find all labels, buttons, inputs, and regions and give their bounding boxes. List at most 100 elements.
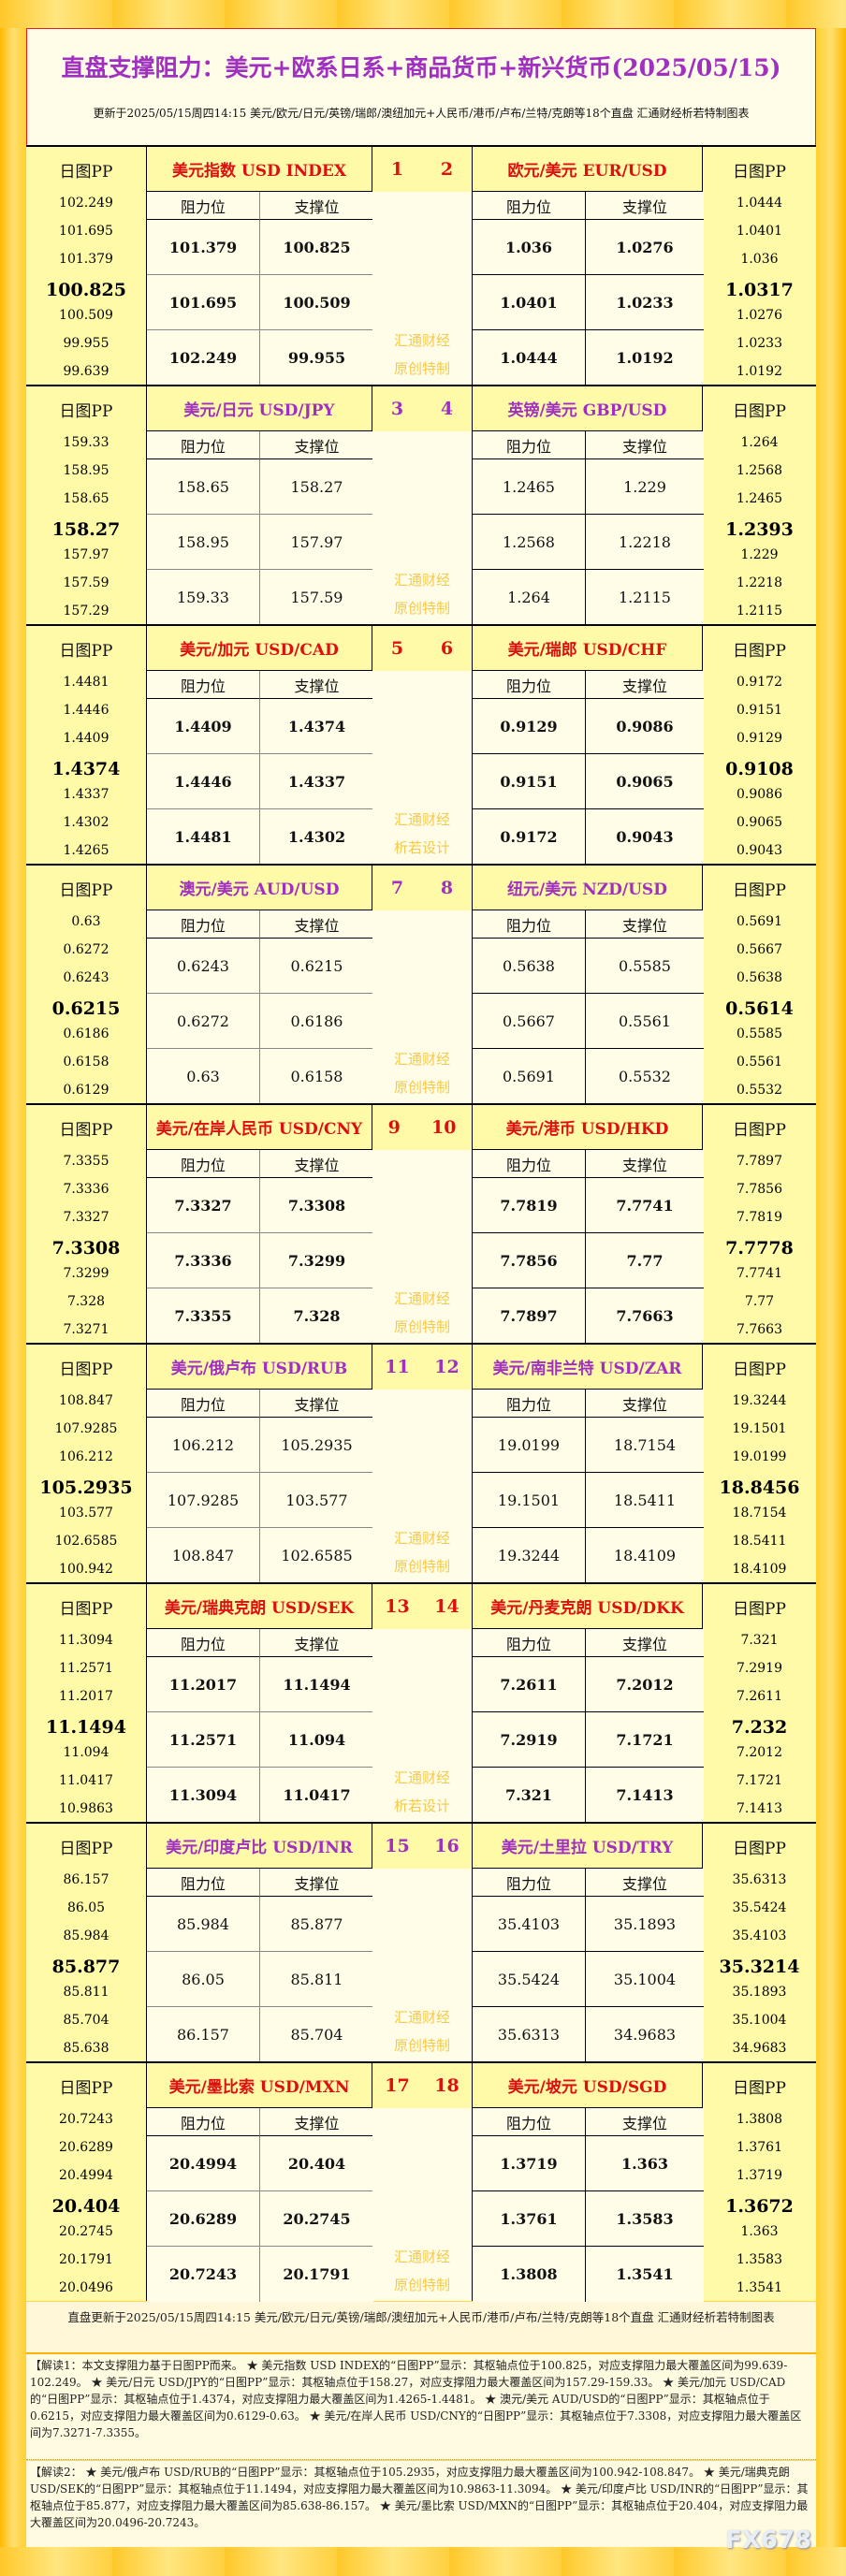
watermark-text: 原创特制: [393, 1558, 450, 1575]
pair-title: 美元/墨比索 USD/MXN: [147, 2063, 372, 2108]
support-value: 1.2115: [586, 570, 704, 625]
block-number: 10: [430, 1117, 457, 1138]
pp-level: 7.3327: [63, 1210, 109, 1225]
resistance-value: 35.6313: [473, 2007, 586, 2062]
resistance-value: 7.2919: [473, 1712, 586, 1768]
pivot-point: 20.404: [51, 2196, 121, 2217]
middle-column: 13 14 汇通财经 析若设计: [372, 1584, 472, 1822]
pp-level: 11.0417: [59, 1773, 113, 1788]
resistance-header: 阻力位: [473, 192, 586, 220]
pair-title: 美元/在岸人民币 USD/CNY: [147, 1105, 372, 1150]
support-value: 1.4337: [260, 754, 373, 809]
resistance-value: 86.157: [147, 2007, 260, 2062]
pp-level: 1.264: [740, 435, 779, 450]
support-value: 34.9683: [586, 2007, 704, 2062]
pp-level: 0.6158: [63, 1055, 109, 1070]
support-value: 11.094: [260, 1712, 373, 1768]
pp-level: 0.9151: [737, 703, 782, 718]
pp-level: 1.363: [740, 2224, 779, 2239]
support-value: 7.7663: [586, 1288, 704, 1344]
pp-column-left: 日图PP 20.7243 20.6289 20.4994 20.404 20.2745 20…: [26, 2063, 146, 2301]
table-right: 英镑/美元 GBP/USD 阻力位 支撑位 1.2465 1.229 1.2568 1.22…: [472, 386, 704, 625]
pair-block: 日图PP 159.33 158.95 158.65 158.27 157.97 157.59…: [26, 385, 816, 625]
pp-level: 7.321: [740, 1633, 779, 1648]
block-numbers: 17 18: [372, 2063, 472, 2108]
watermark-text: 汇通财经: [393, 572, 450, 589]
support-value: 1.363: [586, 2136, 704, 2191]
pair-title: 美元/港币 USD/HKD: [473, 1105, 702, 1150]
pair-title: 美元/丹麦克朗 USD/DKK: [473, 1584, 702, 1629]
resistance-header: 阻力位: [147, 1150, 260, 1178]
pp-level: 19.3244: [732, 1393, 787, 1408]
pp-header: 日图PP: [703, 147, 816, 192]
support-value: 20.2745: [260, 2191, 373, 2247]
pp-level: 18.4109: [732, 1562, 787, 1577]
table-left: 美元/瑞典克朗 USD/SEK 阻力位 支撑位 11.2017 11.1494 11.25…: [146, 1584, 373, 1823]
block-number: 2: [440, 159, 454, 180]
resistance-value: 1.4409: [147, 699, 260, 754]
pp-level: 1.4446: [63, 703, 109, 718]
pp-level: 1.4337: [63, 787, 109, 802]
pp-level: 20.6289: [59, 2140, 113, 2155]
pp-level: 0.5561: [737, 1055, 782, 1070]
support-value: 20.404: [260, 2136, 373, 2191]
pp-level: 0.9065: [737, 815, 782, 830]
resistance-value: 7.321: [473, 1768, 586, 1823]
resistance-value: 0.5638: [473, 939, 586, 994]
watermark-text: 汇通财经: [393, 1530, 450, 1547]
pp-level: 1.3719: [737, 2168, 782, 2183]
pp-level: 10.9863: [59, 1801, 113, 1816]
pp-level: 1.3583: [737, 2252, 782, 2267]
pp-level: 7.3299: [63, 1266, 109, 1281]
pp-level: 7.1721: [737, 1773, 782, 1788]
pp-level: 0.9172: [737, 675, 782, 690]
resistance-header: 阻力位: [473, 1150, 586, 1178]
pp-level: 85.811: [63, 1985, 109, 2000]
pp-level: 11.2017: [59, 1689, 113, 1704]
resistance-value: 1.0401: [473, 275, 586, 330]
pp-level: 35.6313: [732, 1872, 787, 1887]
page-title: 直盘支撑阻力：美元+欧系日系+商品货币+新兴货币(2025/05/15): [61, 54, 781, 81]
pair-title: 欧元/美元 EUR/USD: [473, 147, 702, 192]
block-number: 11: [385, 1357, 410, 1377]
support-value: 1.229: [586, 459, 704, 515]
pivot-point: 158.27: [51, 519, 121, 540]
support-value: 0.6158: [260, 1049, 373, 1104]
pivot-point: 7.7778: [725, 1238, 794, 1259]
gold-border-left: [0, 28, 26, 2576]
pp-level: 100.509: [59, 308, 113, 323]
pp-level: 7.7741: [737, 1266, 782, 1281]
pp-level: 20.4994: [59, 2168, 113, 2183]
table-left: 美元指数 USD INDEX 阻力位 支撑位 101.379 100.825 101.69…: [146, 147, 373, 386]
pp-level: 7.2919: [737, 1661, 782, 1676]
resistance-value: 1.4481: [147, 809, 260, 865]
resistance-value: 1.2465: [473, 459, 586, 515]
pp-level: 7.3336: [63, 1182, 109, 1197]
pp-column-left: 日图PP 159.33 158.95 158.65 158.27 157.97 157.59…: [26, 386, 146, 624]
pair-block: 日图PP 20.7243 20.6289 20.4994 20.404 20.2745 20…: [26, 2061, 816, 2302]
pp-level: 35.1893: [732, 1985, 787, 2000]
block-number: 17: [385, 2075, 410, 2096]
pp-level: 7.3355: [63, 1154, 109, 1169]
title-box: 直盘支撑阻力：美元+欧系日系+商品货币+新兴货币(2025/05/15) 更新于…: [26, 28, 816, 145]
pp-level: 0.5532: [737, 1083, 782, 1098]
pp-level: 20.2745: [59, 2224, 113, 2239]
pp-level: 0.9086: [737, 787, 782, 802]
resistance-value: 1.0444: [473, 330, 586, 386]
watermark-text: 原创特制: [393, 1079, 450, 1096]
pivot-point: 7.232: [731, 1717, 788, 1738]
watermark-text: 原创特制: [393, 1318, 450, 1335]
pp-level: 0.6243: [63, 970, 109, 985]
watermark-text: 汇通财经: [393, 1769, 450, 1786]
pp-level: 157.97: [63, 547, 109, 562]
pair-title: 美元/印度卢比 USD/INR: [147, 1824, 372, 1869]
resistance-value: 101.695: [147, 275, 260, 330]
pivot-point: 7.3308: [51, 1238, 121, 1259]
resistance-value: 1.3719: [473, 2136, 586, 2191]
pp-level: 35.4103: [732, 1928, 787, 1943]
pivot-point: 18.8456: [719, 1477, 800, 1498]
table-left: 美元/日元 USD/JPY 阻力位 支撑位 158.65 158.27 158.95 157…: [146, 386, 373, 625]
pp-level: 0.9043: [737, 843, 782, 858]
support-header: 支撑位: [586, 2108, 704, 2136]
